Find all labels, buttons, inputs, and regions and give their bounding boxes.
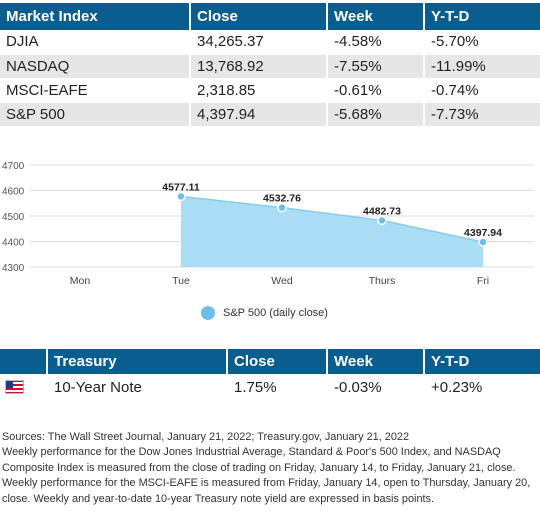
header-week: Week [327,3,425,30]
index-close: 4,397.94 [190,102,328,127]
index-ytd: -5.70% [424,30,540,55]
sp500-area-chart: 4700 4600 4500 4400 4300 4577.11 4532.76 4482.7… [2,161,534,287]
treasury-close: 1.75% [227,374,328,400]
treasury-week: -0.03% [327,374,425,400]
data-point [176,191,186,202]
index-week: -5.68% [327,102,425,127]
data-label: 4482.73 [363,205,401,217]
header-close: Close [190,3,328,30]
header-treasury: Treasury [47,349,228,374]
table-row: DJIA 34,265.37 -4.58% -5.70% [0,30,540,55]
treasury-table: Treasury Close Week Y-T-D 10-Year Note 1… [0,349,540,400]
footnotes: Sources: The Wall Street Journal, Januar… [2,430,538,507]
treasury-ytd: +0.23% [431,378,483,396]
data-label: 4532.76 [263,193,301,205]
index-name: NASDAQ [0,54,191,79]
treasury-table-header: Treasury Close Week Y-T-D [0,349,540,374]
y-tick-label: 4300 [2,263,25,274]
index-name: S&P 500 [0,102,191,127]
y-tick-label: 4600 [2,187,25,198]
y-tick-label: 4500 [2,212,25,223]
data-label: 4577.11 [162,181,200,193]
index-close: 34,265.37 [190,30,328,55]
legend-label: S&P 500 (daily close) [223,307,328,319]
us-flag-icon [5,380,24,394]
index-week: -7.55% [327,54,425,79]
market-table-header: Market Index Close Week Y-T-D [0,3,540,30]
index-name: DJIA [0,30,191,55]
x-tick-label: Tue [172,275,190,287]
table-row: S&P 500 4,397.94 -5.68% -7.73% [0,102,540,127]
header-week: Week [327,349,425,374]
index-close: 2,318.85 [190,78,328,103]
index-name: MSCI-EAFE [0,78,191,103]
methodology-note: Weekly performance for the Dow Jones Ind… [2,446,531,505]
data-point [277,202,287,213]
header-ytd: Y-T-D [424,349,540,374]
header-market-index: Market Index [0,3,191,30]
index-week: -0.61% [327,78,425,103]
header-close: Close [227,349,328,374]
x-tick-label: Fri [477,275,489,287]
data-point [377,215,387,226]
series-area [181,196,483,267]
data-label: 4397.94 [464,227,502,239]
legend-marker [201,306,215,320]
flag-cell [0,374,48,400]
treasury-name: 10-Year Note [47,374,228,400]
y-tick-label: 4700 [2,161,25,172]
table-row: 10-Year Note 1.75% -0.03% +0.23% [0,374,540,400]
x-tick-label: Thurs [369,275,396,287]
table-row: NASDAQ 13,768.92 -7.55% -11.99% [0,54,540,79]
y-tick-label: 4400 [2,238,25,249]
data-point [478,237,488,247]
header-ytd: Y-T-D [424,3,540,30]
market-index-table: Market Index Close Week Y-T-D DJIA 34,26… [0,3,540,127]
header-flag [0,349,48,374]
table-row: MSCI-EAFE 2,318.85 -0.61% -0.74% [0,78,540,103]
chart-legend: S&P 500 (daily close) [201,306,328,320]
x-tick-label: Wed [271,275,293,287]
index-ytd: -0.74% [424,78,540,103]
index-week: -4.58% [327,30,425,55]
index-ytd: -7.73% [424,102,540,127]
index-ytd: -11.99% [424,54,540,79]
series-line [180,195,484,243]
index-close: 13,768.92 [190,54,328,79]
sources-line: Sources: The Wall Street Journal, Januar… [2,431,410,443]
x-tick-label: Mon [70,275,91,287]
